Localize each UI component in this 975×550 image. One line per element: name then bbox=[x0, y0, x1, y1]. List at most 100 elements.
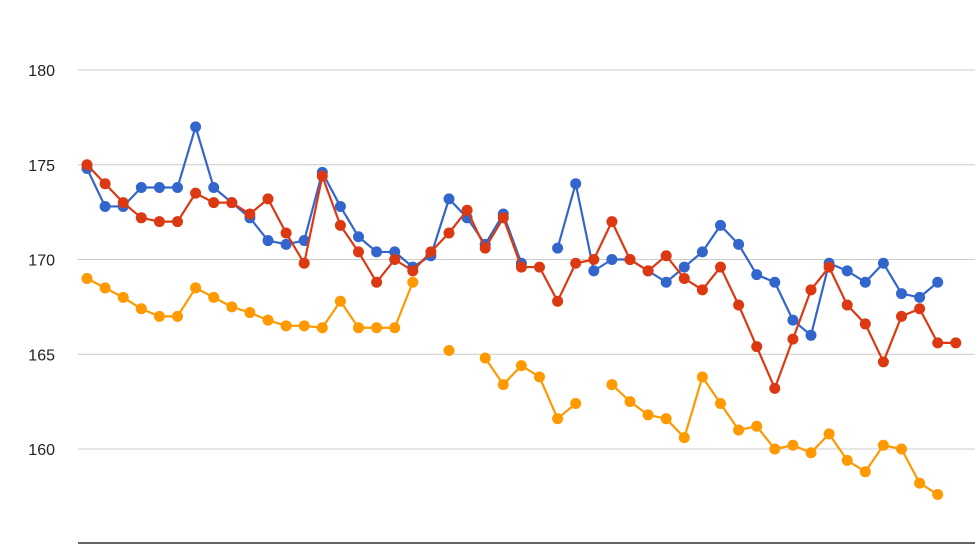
series-1-point bbox=[190, 121, 202, 133]
series-1-point bbox=[769, 276, 781, 288]
series-1-point bbox=[334, 200, 346, 212]
series-2-point bbox=[515, 261, 527, 273]
series-3 bbox=[81, 272, 944, 500]
series-3-line bbox=[611, 375, 939, 496]
series-3-point bbox=[769, 443, 781, 455]
series-3-point bbox=[696, 371, 708, 383]
series-2-point bbox=[389, 254, 401, 265]
series-3-point bbox=[932, 488, 944, 500]
y-tick-label: 180 bbox=[28, 63, 55, 80]
series-1-point bbox=[99, 200, 111, 212]
series-3-point bbox=[823, 428, 835, 440]
series-2-point bbox=[588, 254, 600, 265]
series-2-point bbox=[425, 246, 437, 258]
series-2-point bbox=[877, 356, 889, 368]
series-2-point bbox=[244, 208, 256, 220]
series-2-point bbox=[606, 216, 618, 228]
series-3-point bbox=[226, 301, 238, 313]
series-3-point bbox=[534, 371, 545, 383]
series-2-point bbox=[280, 227, 292, 239]
series-2-point bbox=[787, 333, 799, 345]
series-3-point bbox=[914, 477, 926, 489]
series-2-point bbox=[696, 284, 708, 296]
series-1-point bbox=[787, 314, 799, 326]
series-3-point bbox=[334, 295, 346, 307]
series-1-point bbox=[153, 181, 165, 193]
series-2-point bbox=[932, 337, 944, 349]
series-3-point bbox=[805, 447, 817, 459]
series-1-point bbox=[715, 219, 726, 231]
series-3-point bbox=[99, 282, 111, 294]
series-1-point bbox=[841, 265, 853, 277]
series-2-point bbox=[81, 159, 93, 171]
series-1-point bbox=[443, 193, 455, 205]
series-3-point bbox=[497, 379, 509, 391]
y-tick-label: 175 bbox=[28, 158, 55, 175]
series-2-point bbox=[914, 303, 926, 315]
series-2-point bbox=[153, 216, 165, 228]
series-2 bbox=[81, 159, 962, 394]
series-1-point bbox=[606, 254, 618, 265]
series-1-point bbox=[877, 257, 889, 269]
series-3-point bbox=[353, 322, 364, 334]
series-3-point bbox=[896, 443, 907, 455]
series-3-point bbox=[280, 320, 292, 332]
series-3-point bbox=[678, 432, 690, 444]
series-3-point bbox=[642, 409, 654, 421]
series-2-point bbox=[208, 197, 220, 209]
series-3-point bbox=[153, 310, 165, 322]
series-1-point bbox=[859, 276, 871, 288]
series-2-point bbox=[678, 272, 690, 284]
series-1-point bbox=[172, 181, 183, 193]
series-2-point bbox=[172, 216, 183, 228]
gridlines bbox=[78, 69, 975, 450]
series-2-point bbox=[407, 265, 419, 277]
series-2-point bbox=[262, 193, 274, 205]
series-3-point bbox=[172, 310, 183, 322]
series-1-point bbox=[135, 181, 147, 193]
series-2-point bbox=[769, 382, 781, 394]
series-3-point bbox=[117, 291, 129, 303]
series-3-point bbox=[389, 322, 401, 334]
series-2-point bbox=[950, 337, 962, 349]
series-3-point bbox=[552, 413, 564, 425]
series-1-point bbox=[552, 242, 564, 254]
series-1-point bbox=[805, 329, 817, 341]
series-1-point bbox=[588, 265, 600, 277]
series-3-point bbox=[841, 454, 853, 466]
series-2-point bbox=[552, 295, 564, 307]
series-1-line bbox=[556, 182, 939, 337]
series-2-point bbox=[353, 246, 364, 258]
series-2-point bbox=[371, 276, 383, 288]
series-1-point bbox=[932, 276, 944, 288]
series-3-point bbox=[715, 398, 726, 410]
series-2-point bbox=[461, 204, 473, 216]
series-1-point bbox=[914, 291, 926, 303]
series-1-point bbox=[262, 235, 274, 247]
series-3-point bbox=[479, 352, 491, 364]
series-3-point bbox=[190, 282, 202, 294]
y-tick-label: 170 bbox=[28, 253, 55, 270]
series-1 bbox=[81, 121, 944, 341]
series-1-point bbox=[389, 246, 401, 258]
series-1-point bbox=[353, 231, 364, 243]
series-2-point bbox=[316, 170, 328, 182]
series-2-point bbox=[642, 265, 654, 277]
series-2-point bbox=[896, 310, 907, 322]
series-2-point bbox=[334, 219, 346, 231]
series-2-point bbox=[823, 261, 835, 273]
series-2-point bbox=[99, 178, 111, 190]
series-3-point bbox=[135, 303, 147, 315]
series-1-point bbox=[280, 238, 292, 250]
series-2-point bbox=[135, 212, 147, 224]
series-3-point bbox=[443, 344, 455, 356]
series-2-point bbox=[443, 227, 455, 239]
series-3-point bbox=[859, 466, 871, 478]
series-1-point bbox=[371, 246, 383, 258]
series-lines bbox=[81, 121, 962, 500]
series-2-point bbox=[534, 261, 545, 273]
series-3-point bbox=[787, 439, 799, 451]
series-2-point bbox=[859, 318, 871, 330]
